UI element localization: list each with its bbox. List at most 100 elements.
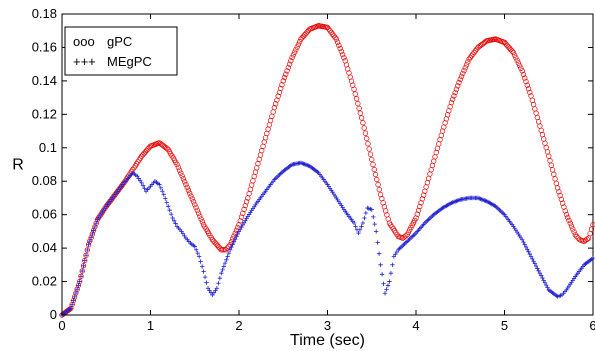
data-point-megpc [71, 298, 76, 303]
data-point-megpc [196, 254, 202, 259]
data-point-gpc [71, 294, 78, 300]
y-tick-label: 0.06 [32, 207, 57, 222]
data-point-gpc [327, 28, 333, 34]
data-point-gpc [185, 187, 192, 193]
data-point-megpc [538, 273, 544, 278]
data-point-gpc [461, 67, 467, 74]
data-point-gpc [114, 188, 121, 194]
axis-ticks-layer: 0 1 2 3 4 5 6 0 0.02 0.04 0.06 0.08 0.1 0.12 0.14 0.16 0… [32, 6, 595, 333]
data-point-gpc [69, 301, 75, 308]
data-point-megpc [210, 292, 215, 298]
data-point-gpc [369, 156, 375, 163]
legend: ooo gPC +++ MEgPC [64, 26, 178, 76]
data-point-gpc [199, 219, 205, 225]
data-point-gpc [75, 282, 82, 289]
data-point-gpc [574, 233, 580, 240]
data-point-megpc [541, 278, 546, 283]
data-point-gpc [519, 68, 525, 74]
data-point-gpc [274, 97, 280, 103]
data-point-gpc [74, 286, 80, 292]
data-point-gpc [451, 93, 457, 99]
data-point-megpc [199, 264, 205, 269]
data-point-megpc [394, 249, 400, 255]
data-point-megpc [356, 230, 361, 236]
data-point-gpc [360, 120, 366, 126]
y-tick-label: 0.02 [32, 274, 57, 289]
data-point-megpc [359, 224, 364, 229]
data-point-gpc [468, 53, 475, 59]
data-point-gpc [560, 200, 566, 206]
data-point-megpc [230, 242, 235, 247]
data-point-megpc [81, 263, 86, 268]
data-point-gpc [324, 24, 331, 31]
data-point-megpc [158, 185, 164, 191]
data-point-gpc [90, 227, 97, 234]
data-point-gpc [340, 51, 346, 58]
data-point-gpc [82, 257, 88, 264]
data-point-megpc [78, 274, 84, 279]
x-tick-label: 0 [58, 318, 65, 333]
data-point-megpc [217, 276, 223, 281]
data-point-megpc [135, 174, 140, 179]
data-point-megpc [351, 220, 357, 226]
data-point-megpc [69, 302, 75, 307]
data-point-megpc [522, 242, 527, 247]
data-point-megpc [192, 244, 197, 249]
data-point-gpc [376, 186, 382, 193]
data-point-gpc [510, 49, 516, 56]
data-point-megpc [536, 268, 541, 274]
data-point-megpc [528, 254, 534, 259]
data-point-gpc [183, 181, 189, 188]
data-point-gpc [571, 229, 577, 235]
data-point-megpc [373, 229, 379, 234]
data-point-gpc [509, 48, 515, 54]
legend-box [64, 26, 178, 76]
data-point-gpc [176, 167, 183, 173]
data-point-gpc [362, 130, 369, 136]
data-point-megpc [229, 244, 234, 250]
data-point-megpc [233, 237, 238, 242]
data-point-megpc [194, 247, 199, 252]
legend-label-gpc: gPC [107, 34, 132, 49]
data-point-gpc [238, 214, 245, 220]
data-point-gpc [333, 36, 340, 42]
data-point-megpc [219, 270, 224, 276]
data-point-gpc [563, 212, 570, 218]
data-point-megpc [163, 196, 168, 201]
data-point-gpc [175, 164, 181, 171]
data-point-gpc [514, 57, 520, 63]
data-point-gpc [357, 110, 364, 116]
data-point-gpc [187, 190, 193, 196]
data-point-megpc [542, 280, 548, 285]
data-point-gpc [188, 193, 194, 199]
data-point-megpc [375, 240, 380, 245]
data-point-gpc [108, 196, 114, 203]
data-point-gpc [353, 96, 360, 102]
data-point-gpc [557, 192, 563, 199]
data-point-gpc [364, 135, 370, 142]
data-point-gpc [471, 49, 477, 56]
data-point-gpc [465, 59, 471, 65]
data-point-megpc [530, 256, 535, 262]
data-point-gpc [70, 298, 77, 304]
data-point-gpc [338, 48, 345, 55]
data-point-gpc [111, 193, 117, 199]
data-point-megpc [157, 182, 162, 187]
data-point-megpc [521, 239, 526, 245]
data-point-megpc [393, 252, 398, 257]
data-point-megpc [161, 192, 166, 197]
data-point-gpc [467, 54, 474, 61]
data-point-gpc [458, 73, 465, 79]
data-point-megpc [381, 281, 386, 286]
data-point-megpc [544, 282, 549, 288]
data-point-megpc [168, 211, 174, 217]
data-point-megpc [87, 238, 93, 244]
data-point-megpc [92, 224, 98, 230]
data-point-megpc [225, 254, 230, 259]
data-point-gpc [328, 29, 334, 36]
data-point-gpc [297, 39, 303, 45]
data-point-gpc [242, 202, 248, 209]
y-tick-label: 0.1 [39, 140, 57, 155]
data-point-megpc [80, 268, 85, 274]
data-point-gpc [240, 210, 246, 216]
